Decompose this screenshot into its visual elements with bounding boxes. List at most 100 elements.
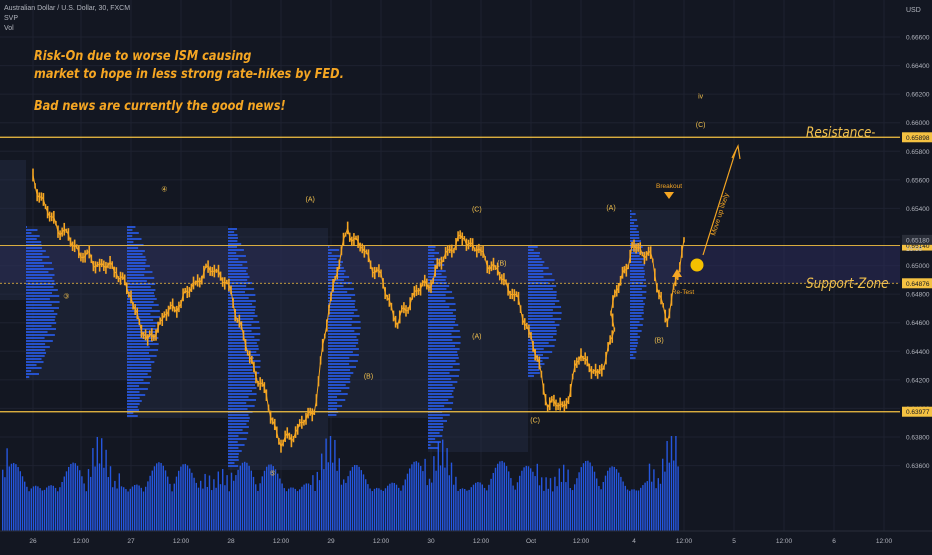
vp-bar-0-18 <box>26 280 55 282</box>
vp-bar-3-26 <box>328 324 352 326</box>
x-tick-16: 6 <box>832 538 836 545</box>
vp-bar-4-66 <box>428 444 431 446</box>
volume-bar-110 <box>244 461 246 531</box>
volume-bar-95 <box>211 490 213 531</box>
volume-bar-93 <box>206 486 208 531</box>
vp-bar-5-22 <box>528 312 562 314</box>
vp-bar-0-41 <box>26 349 46 351</box>
vp-box-pre <box>0 160 26 300</box>
vp-bar-3-37 <box>328 357 350 359</box>
volume-bar-119 <box>263 470 266 531</box>
vp-bar-0-0 <box>26 226 27 228</box>
volume-bar-11 <box>26 486 28 531</box>
vp-bar-5-1 <box>528 249 534 251</box>
y-tick-12: 0.64200 <box>906 377 930 384</box>
vp-bar-3-7 <box>328 267 344 269</box>
vp-bar-1-42 <box>127 352 150 354</box>
volume-bar-281 <box>620 476 622 531</box>
x-tick-9: 12:00 <box>473 538 490 545</box>
vp-bar-4-59 <box>428 423 444 425</box>
vp-bar-2-38 <box>228 342 257 344</box>
vp-bar-0-1 <box>26 229 38 231</box>
volume-bar-130 <box>288 488 290 531</box>
vp-bar-4-13 <box>428 285 450 287</box>
volume-bar-33 <box>74 463 76 531</box>
volume-bar-85 <box>189 468 191 531</box>
volume-bar-188 <box>415 461 417 531</box>
volume-bar-157 <box>347 476 349 531</box>
vp-bar-1-51 <box>127 379 144 381</box>
level-tag-3: 0.63977 <box>906 409 930 416</box>
volume-bar-56 <box>125 489 127 531</box>
volume-bar-107 <box>237 469 239 531</box>
volume-bar-122 <box>270 464 272 531</box>
volume-bar-210 <box>464 488 466 531</box>
volume-bar-280 <box>618 472 620 531</box>
volume-bar-279 <box>615 469 618 531</box>
volume-bar-270 <box>596 478 598 531</box>
vp-bar-3-30 <box>328 336 357 338</box>
volume-bar-200 <box>442 439 444 531</box>
volume-bar-34 <box>76 465 79 531</box>
vp-bar-3-17 <box>328 297 352 299</box>
vp-bar-3-42 <box>328 372 354 374</box>
volume-bar-179 <box>395 484 398 531</box>
indicator-svp[interactable]: SVP <box>4 15 19 22</box>
countdown-tag: 15:58 <box>906 246 923 253</box>
volume-bar-247 <box>545 477 547 531</box>
volume-bar-22 <box>50 485 52 531</box>
vp-bar-4-61 <box>428 429 444 431</box>
vp-bar-0-6 <box>26 244 42 246</box>
vp-bar-2-68 <box>228 432 249 434</box>
vp-bar-4-6 <box>428 264 445 266</box>
vp-bar-2-75 <box>228 453 239 455</box>
vp-bar-2-20 <box>228 288 255 290</box>
vp-bar-2-45 <box>228 363 252 365</box>
volume-bar-147 <box>325 438 327 531</box>
vp-bar-0-25 <box>26 301 60 303</box>
time-axis[interactable]: 26 12:00 27 12:00 28 12:00 29 12:00 30 12:00 Oct 12… <box>0 530 932 550</box>
vp-bar-2-8 <box>228 252 237 254</box>
volume-bar-137 <box>303 484 305 531</box>
vp-bar-6-6 <box>630 228 637 230</box>
volume-bar-234 <box>516 482 519 531</box>
volume-bar-300 <box>662 458 664 531</box>
indicator-vol[interactable]: Vol <box>4 25 14 32</box>
vp-bar-0-44 <box>26 358 42 360</box>
vp-bar-3-23 <box>328 315 360 317</box>
vp-bar-3-44 <box>328 378 350 380</box>
vp-bar-1-9 <box>127 253 143 255</box>
x-tick-7: 12:00 <box>373 538 390 545</box>
volume-bar-64 <box>142 491 145 531</box>
vp-bar-6-48 <box>630 354 634 356</box>
volume-bar-149 <box>329 436 332 531</box>
price-axis[interactable]: USD 0.66600 0.66400 0.66200 0.66000 0.65800 0.… <box>900 0 932 550</box>
volume-bar-269 <box>593 471 596 531</box>
vp-bar-0-49 <box>26 373 39 375</box>
volume-bar-83 <box>184 463 186 531</box>
vp-bar-6-44 <box>630 342 639 344</box>
volume-bar-50 <box>112 487 114 531</box>
volume-bar-2 <box>6 448 8 531</box>
vp-bar-1-30 <box>127 316 161 318</box>
volume-bar-231 <box>510 478 512 531</box>
volume-bar-94 <box>208 475 211 531</box>
vp-bar-0-39 <box>26 343 46 345</box>
symbol-title[interactable]: Australian Dollar / U.S. Dollar, 30, FXC… <box>4 5 131 12</box>
volume-bar-219 <box>483 487 486 531</box>
volume-bars <box>2 436 679 531</box>
volume-bar-145 <box>321 453 323 531</box>
current-price-dot <box>690 258 704 272</box>
volume-bar-165 <box>365 479 367 531</box>
volume-bar-239 <box>527 466 530 531</box>
volume-bar-135 <box>299 489 301 531</box>
vp-bar-0-26 <box>26 304 52 306</box>
volume-bar-112 <box>248 465 250 531</box>
vp-bar-6-8 <box>630 234 639 236</box>
vp-bar-1-10 <box>127 256 146 258</box>
vp-bar-2-10 <box>228 258 239 260</box>
volume-bar-87 <box>193 477 195 531</box>
volume-bar-169 <box>373 488 376 531</box>
